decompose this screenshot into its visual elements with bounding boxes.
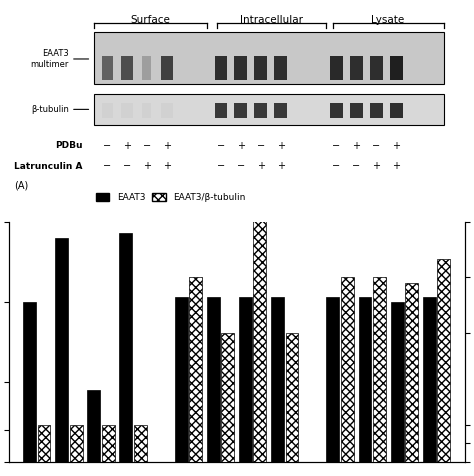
Bar bbox=[234, 56, 247, 80]
Bar bbox=[341, 277, 354, 462]
Text: +: + bbox=[123, 141, 131, 151]
Text: EAAT3
multimer: EAAT3 multimer bbox=[30, 50, 69, 69]
Bar bbox=[391, 302, 403, 462]
Bar bbox=[119, 233, 132, 462]
Bar bbox=[175, 297, 188, 462]
Bar bbox=[94, 93, 444, 125]
Text: Intracellular: Intracellular bbox=[240, 15, 302, 25]
Text: +: + bbox=[163, 161, 171, 171]
Legend: EAAT3, EAAT3/β-tubulin: EAAT3, EAAT3/β-tubulin bbox=[96, 193, 246, 202]
Bar bbox=[350, 103, 363, 118]
Text: +: + bbox=[256, 161, 264, 171]
Bar bbox=[215, 56, 228, 80]
Text: −: − bbox=[143, 141, 151, 151]
Bar bbox=[161, 56, 173, 80]
Bar bbox=[134, 425, 147, 462]
Text: −: − bbox=[332, 161, 340, 171]
Bar bbox=[271, 297, 284, 462]
Text: β-tubulin: β-tubulin bbox=[31, 105, 69, 114]
Text: −: − bbox=[372, 141, 380, 151]
Text: −: − bbox=[217, 161, 225, 171]
Text: −: − bbox=[332, 141, 340, 151]
Text: +: + bbox=[392, 141, 400, 151]
Bar bbox=[87, 390, 100, 462]
Text: −: − bbox=[237, 161, 245, 171]
Bar bbox=[70, 425, 82, 462]
Bar bbox=[370, 103, 383, 118]
Text: (A): (A) bbox=[14, 180, 28, 190]
Bar bbox=[102, 425, 115, 462]
Bar bbox=[254, 207, 266, 462]
Bar bbox=[285, 333, 299, 462]
Bar bbox=[330, 103, 343, 118]
Text: +: + bbox=[277, 161, 285, 171]
Bar bbox=[23, 302, 36, 462]
Text: Lysate: Lysate bbox=[372, 15, 405, 25]
Bar bbox=[330, 56, 343, 80]
Bar bbox=[121, 103, 133, 118]
Bar bbox=[215, 103, 228, 118]
Text: −: − bbox=[123, 161, 131, 171]
Text: −: − bbox=[352, 161, 360, 171]
Bar bbox=[101, 103, 113, 118]
Bar bbox=[142, 103, 152, 118]
Text: −: − bbox=[103, 141, 111, 151]
Text: Surface: Surface bbox=[131, 15, 171, 25]
Text: Latrunculin A: Latrunculin A bbox=[14, 162, 82, 171]
Bar bbox=[239, 297, 252, 462]
Text: +: + bbox=[143, 161, 151, 171]
Bar bbox=[370, 56, 383, 80]
Text: −: − bbox=[217, 141, 225, 151]
Text: +: + bbox=[277, 141, 285, 151]
Text: −: − bbox=[256, 141, 264, 151]
Bar bbox=[254, 103, 267, 118]
Text: PDBu: PDBu bbox=[55, 141, 82, 150]
Bar bbox=[274, 56, 287, 80]
Bar bbox=[120, 56, 133, 80]
Text: +: + bbox=[392, 161, 400, 171]
Bar bbox=[142, 56, 152, 80]
Bar bbox=[37, 425, 50, 462]
Text: +: + bbox=[372, 161, 380, 171]
Bar bbox=[390, 56, 402, 80]
Bar bbox=[221, 333, 234, 462]
Text: +: + bbox=[352, 141, 360, 151]
Text: +: + bbox=[237, 141, 245, 151]
Bar bbox=[327, 297, 339, 462]
Bar bbox=[254, 56, 267, 80]
Bar bbox=[161, 103, 173, 118]
Bar bbox=[94, 32, 444, 84]
Bar bbox=[350, 56, 363, 80]
Bar bbox=[423, 297, 436, 462]
Bar bbox=[234, 103, 247, 118]
Bar bbox=[437, 258, 450, 462]
Text: −: − bbox=[103, 161, 111, 171]
Bar bbox=[189, 277, 202, 462]
Bar bbox=[207, 297, 220, 462]
Bar bbox=[373, 277, 386, 462]
Text: +: + bbox=[163, 141, 171, 151]
Bar bbox=[55, 238, 68, 462]
Bar bbox=[101, 56, 113, 80]
Bar bbox=[390, 103, 402, 118]
Bar bbox=[405, 283, 418, 462]
Bar bbox=[359, 297, 372, 462]
Bar bbox=[274, 103, 287, 118]
